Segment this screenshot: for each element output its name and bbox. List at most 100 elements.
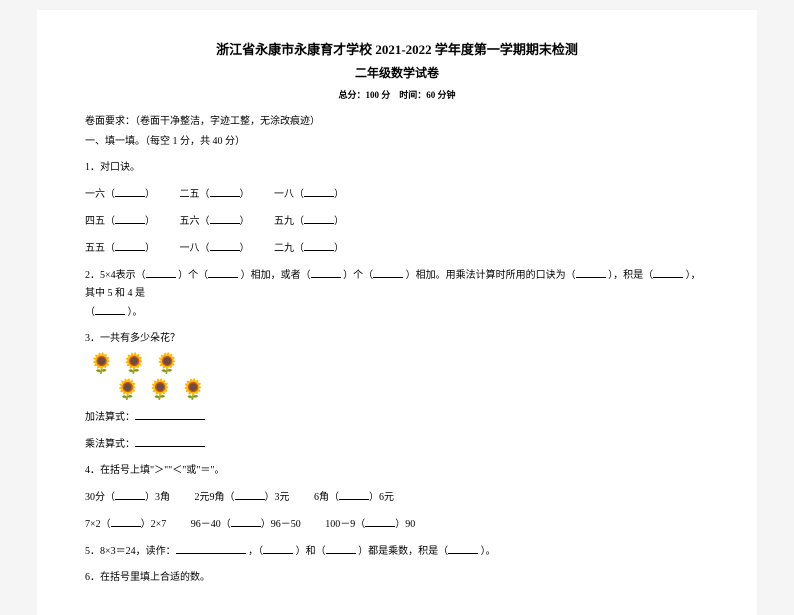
- blank: [304, 185, 334, 197]
- q1-r1-a: 一六（）: [85, 185, 155, 204]
- flower-icon: 🌻: [155, 354, 180, 374]
- q5-c: ）和（: [296, 546, 326, 557]
- label: 7×2（: [85, 519, 111, 530]
- q1-row3: 五五（） 一八（） 二九（）: [85, 239, 709, 258]
- q5-d: ）都是乘数，积是（: [358, 546, 448, 557]
- blank: [115, 239, 145, 251]
- label: 五九（: [274, 216, 304, 227]
- blank: [135, 435, 205, 447]
- flower-icon: 🌻: [181, 380, 206, 400]
- q1-r2-c: 五九（）: [274, 212, 344, 231]
- q5-b: ，（: [248, 546, 263, 557]
- blank: [326, 542, 356, 554]
- q4-r1-c: 6角（ ）6元: [314, 488, 394, 507]
- q1-r1-c: 一八（）: [274, 185, 344, 204]
- label: 30分（: [85, 492, 115, 503]
- label: 四五（: [85, 216, 115, 227]
- blank: [135, 408, 205, 420]
- blank: [365, 515, 395, 527]
- q3-add: 加法算式：: [85, 408, 709, 427]
- q2-i: ）。: [128, 307, 143, 318]
- q4-r1-a: 30分（ ）3角: [85, 488, 170, 507]
- q6-title: 6．在括号里填上合适的数。: [85, 569, 709, 587]
- blank: [653, 266, 683, 278]
- blank: [115, 488, 145, 500]
- q1-r3-a: 五五（）: [85, 239, 155, 258]
- q5: 5．8×3＝24，读作： ，（ ）和（ ）都是乘数，积是（ ）。: [85, 542, 709, 561]
- q3-title: 3．一共有多少朵花？: [85, 330, 709, 348]
- section1-title: 一、填一填。（每空 1 分，共 40 分）: [85, 133, 709, 151]
- q3-mul: 乘法算式：: [85, 435, 709, 454]
- blank: [304, 212, 334, 224]
- q1-title: 1．对口诀。: [85, 159, 709, 177]
- q4-r2-c: 100－9（）90: [325, 515, 415, 534]
- q2-b: ）个（: [178, 270, 208, 281]
- label: 6角（: [314, 492, 339, 503]
- blank: [311, 266, 341, 278]
- q1-r2-a: 四五（）: [85, 212, 155, 231]
- blank: [339, 488, 369, 500]
- blank: [235, 488, 265, 500]
- blank: [448, 542, 478, 554]
- q2-f: ），积是（: [608, 270, 653, 281]
- blank: [210, 239, 240, 251]
- exam-page: 浙江省永康市永康育才学校 2021-2022 学年度第一学期期末检测 二年级数学…: [37, 10, 757, 615]
- flower-icon: 🌻: [122, 354, 147, 374]
- blank: [231, 515, 261, 527]
- label: 100－9（: [325, 519, 365, 530]
- paper-hint: 卷面要求：（卷面干净整洁，字迹工整，无涂改痕迹）: [85, 113, 709, 131]
- blank: [115, 212, 145, 224]
- blank: [210, 185, 240, 197]
- label: ）2×7: [141, 519, 167, 530]
- label: 二九（: [274, 243, 304, 254]
- label: 一六（: [85, 189, 115, 200]
- label: 2元9角（: [195, 492, 235, 503]
- flowers-row-top: 🌻 🌻 🌻: [89, 354, 709, 374]
- title-sub: 二年级数学试卷: [85, 63, 709, 85]
- q1-r3-c: 二九（）: [274, 239, 344, 258]
- mul-label: 乘法算式：: [85, 439, 135, 450]
- score-time: 总分：100 分 时间：60 分钟: [85, 87, 709, 103]
- flower-icon: 🌻: [115, 380, 140, 400]
- q5-a: 5．8×3＝24，读作：: [85, 546, 176, 557]
- blank: [210, 212, 240, 224]
- blank: [373, 266, 403, 278]
- label: ）6元: [369, 492, 394, 503]
- q2-a: 2．5×4表示（: [85, 270, 146, 281]
- q4-title: 4．在括号上填"＞""＜"或"＝"。: [85, 462, 709, 480]
- blank: [176, 542, 246, 554]
- q4-r1-b: 2元9角（ ）3元: [195, 488, 290, 507]
- q1-r3-b: 一八（）: [180, 239, 250, 258]
- blank: [95, 303, 125, 315]
- label: ）3元: [265, 492, 290, 503]
- q1-r2-b: 五六（）: [180, 212, 250, 231]
- blank: [304, 239, 334, 251]
- blank: [576, 266, 606, 278]
- q4-r2-a: 7×2（ ）2×7: [85, 515, 166, 534]
- blank: [111, 515, 141, 527]
- q2-c: ）相加，或者（: [241, 270, 311, 281]
- label: 五五（: [85, 243, 115, 254]
- label: 二五（: [180, 189, 210, 200]
- label: 96－40（: [191, 519, 231, 530]
- q5-e: ）。: [481, 546, 496, 557]
- q4-row2: 7×2（ ）2×7 96－40（ ）96－50 100－9（）90: [85, 515, 709, 534]
- q1-row2: 四五（） 五六（） 五九（）: [85, 212, 709, 231]
- q1-r1-b: 二五（）: [180, 185, 250, 204]
- blank: [263, 542, 293, 554]
- label: 一八（: [274, 189, 304, 200]
- add-label: 加法算式：: [85, 412, 135, 423]
- flower-icon: 🌻: [148, 380, 173, 400]
- label: ）3角: [145, 492, 170, 503]
- q2-e: ）相加。用乘法计算时所用的口诀为（: [406, 270, 576, 281]
- title-main: 浙江省永康市永康育才学校 2021-2022 学年度第一学期期末检测: [85, 38, 709, 61]
- label: ）96－50: [261, 519, 301, 530]
- q1-row1: 一六（） 二五（） 一八（）: [85, 185, 709, 204]
- q2-h: （: [85, 307, 95, 318]
- q4-r2-b: 96－40（ ）96－50: [191, 515, 301, 534]
- flowers-row-bottom: 🌻 🌻 🌻: [115, 380, 709, 400]
- blank: [115, 185, 145, 197]
- q2: 2．5×4表示（ ）个（ ）相加，或者（ ）个（ ）相加。用乘法计算时所用的口诀…: [85, 266, 709, 322]
- q2-d: ）个（: [343, 270, 373, 281]
- blank: [208, 266, 238, 278]
